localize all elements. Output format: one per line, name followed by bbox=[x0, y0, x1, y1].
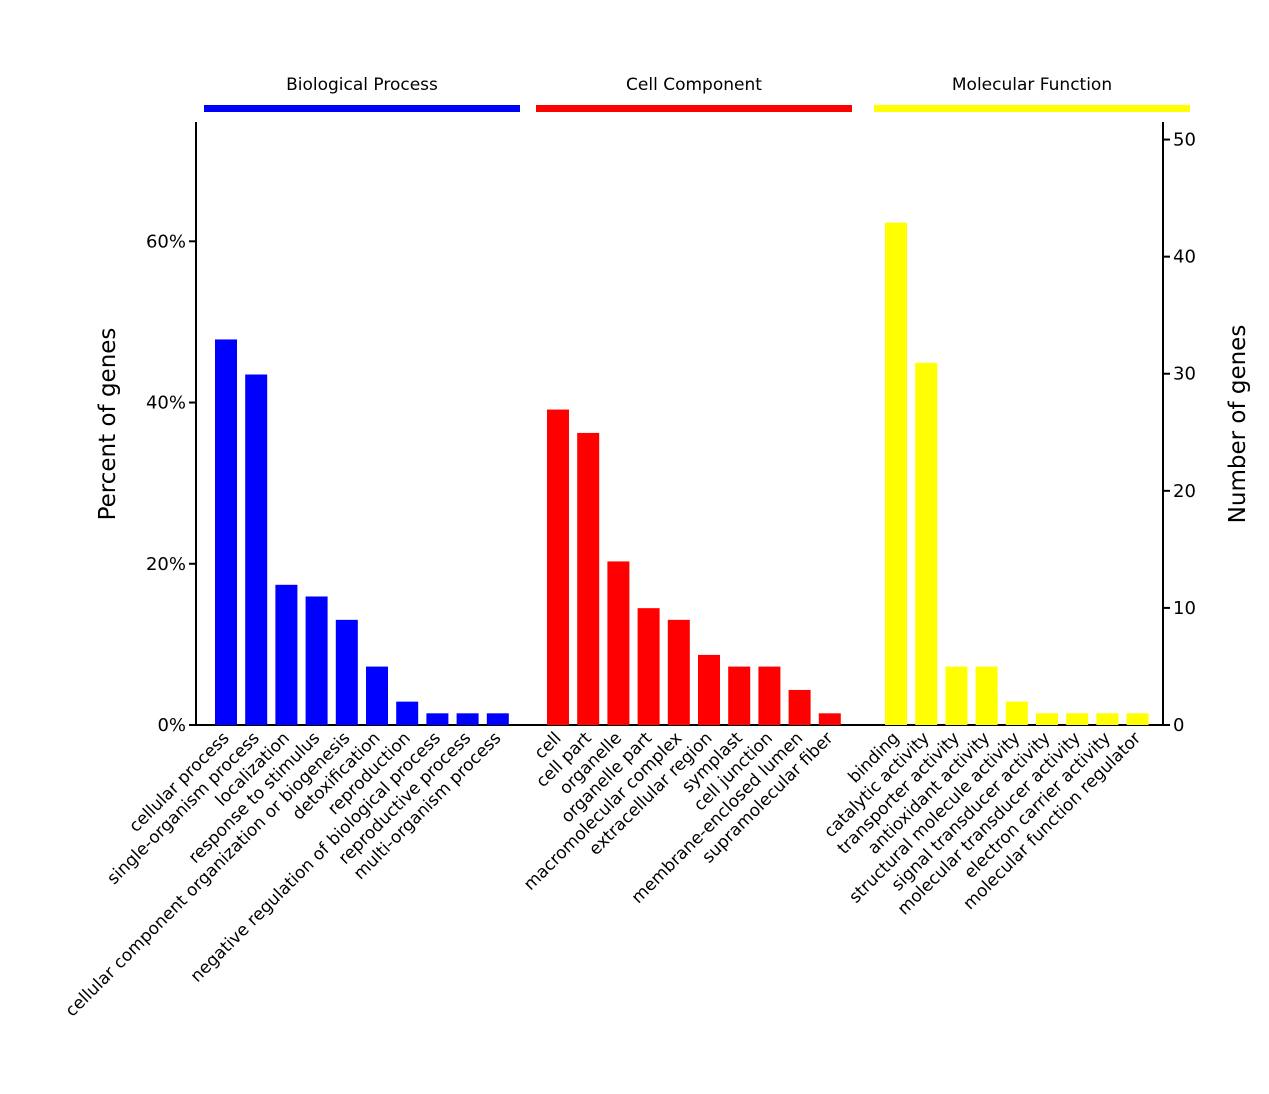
y-right-tick-label: 0 bbox=[1173, 715, 1184, 736]
bar bbox=[335, 619, 358, 725]
y-left-tick-label: 40% bbox=[146, 393, 186, 414]
y-left-tick-label: 20% bbox=[146, 554, 186, 575]
group-label: Biological Process bbox=[286, 75, 438, 95]
bar bbox=[915, 362, 938, 725]
bar bbox=[637, 608, 660, 725]
bar bbox=[426, 713, 449, 725]
bar bbox=[486, 713, 509, 725]
group-label: Molecular Function bbox=[952, 75, 1112, 95]
bar bbox=[945, 666, 968, 725]
bar bbox=[698, 654, 720, 725]
bar bbox=[975, 666, 998, 725]
bar bbox=[215, 339, 237, 725]
y-right-tick-label: 40 bbox=[1173, 247, 1196, 268]
bar bbox=[728, 666, 751, 725]
bar bbox=[1005, 701, 1028, 725]
bar bbox=[245, 374, 268, 725]
bar bbox=[396, 701, 419, 725]
y-right-axis-title: Number of genes bbox=[1225, 325, 1251, 524]
bar bbox=[1036, 713, 1058, 725]
y-right-tick-label: 30 bbox=[1173, 364, 1196, 385]
group-bracket bbox=[536, 105, 852, 112]
y-right-tick-label: 10 bbox=[1173, 598, 1196, 619]
bar bbox=[547, 409, 569, 725]
bar bbox=[1066, 713, 1089, 725]
group-label: Cell Component bbox=[626, 75, 762, 95]
bar bbox=[885, 222, 907, 726]
bar bbox=[366, 666, 388, 725]
y-right-tick-label: 20 bbox=[1173, 481, 1196, 502]
bar bbox=[818, 713, 841, 725]
bar bbox=[667, 619, 690, 725]
bars bbox=[215, 222, 1149, 726]
group-bracket bbox=[874, 105, 1190, 112]
bar bbox=[788, 689, 811, 725]
bar bbox=[758, 666, 781, 725]
bar bbox=[1096, 713, 1119, 725]
y-left-tick-label: 60% bbox=[146, 231, 186, 252]
y-left-tick-label: 0% bbox=[157, 715, 186, 736]
bar bbox=[275, 584, 298, 725]
group-bracket bbox=[204, 105, 520, 112]
y-right-tick-label: 50 bbox=[1173, 130, 1196, 151]
bar bbox=[577, 432, 600, 725]
bar bbox=[607, 561, 630, 725]
bar bbox=[305, 596, 328, 725]
bar bbox=[456, 713, 479, 725]
y-left-axis-title: Percent of genes bbox=[95, 328, 121, 521]
bar bbox=[1126, 713, 1149, 725]
